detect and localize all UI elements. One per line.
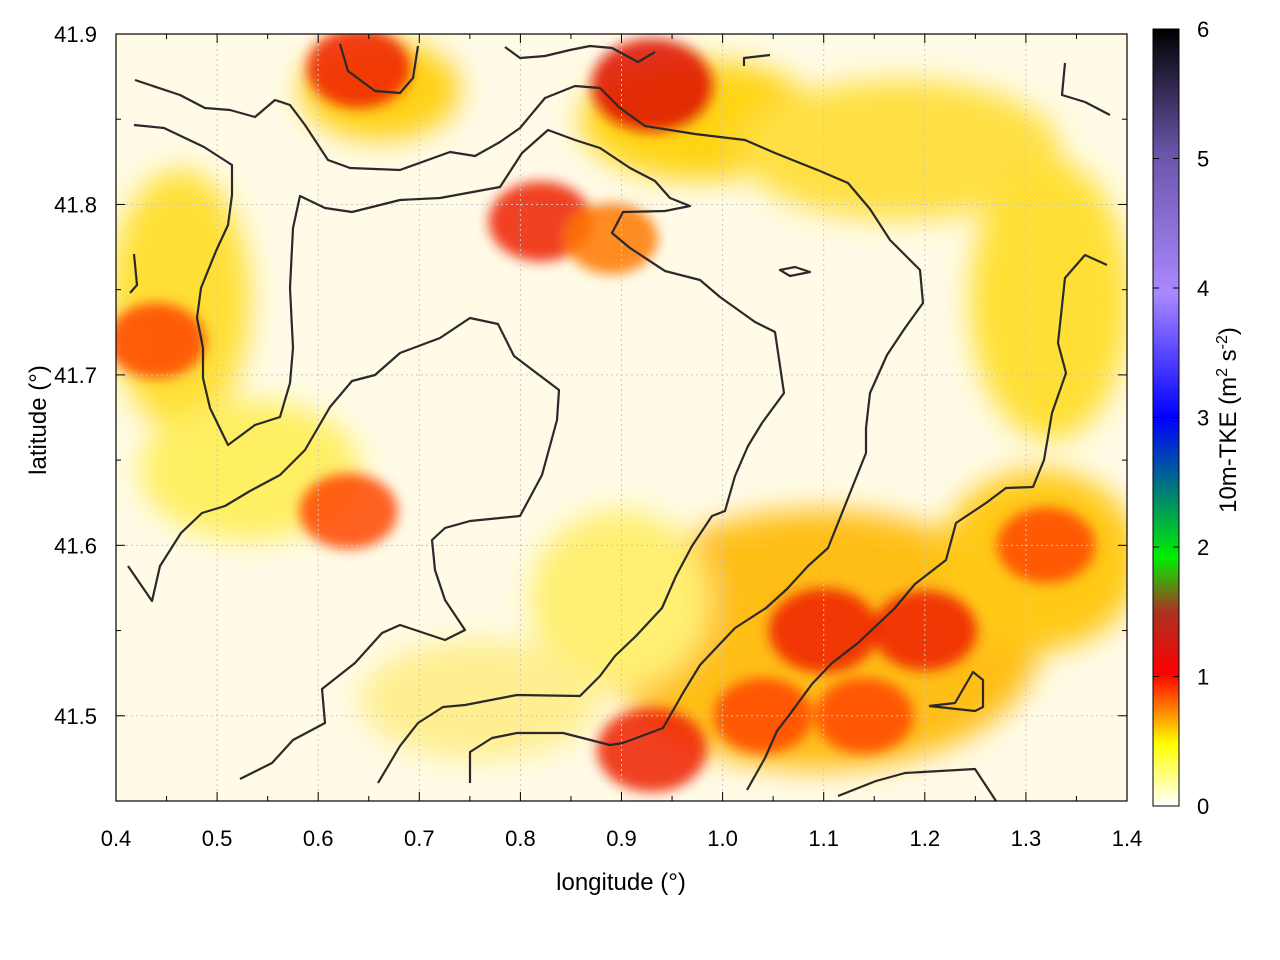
tke-hotspot xyxy=(591,38,713,132)
tke-hotspot xyxy=(713,677,813,754)
x-tick-label: 0.7 xyxy=(404,826,435,851)
colorbar: 0 1 2 3 4 5 6 10m-TKE (m2 s-2) xyxy=(1152,17,1242,819)
x-axis-title: longitude (°) xyxy=(556,869,686,896)
grid xyxy=(116,34,1127,801)
colorbar-tick-label: 5 xyxy=(1197,147,1209,172)
heatmap-hotspot-layer xyxy=(116,34,1096,793)
contour-line xyxy=(504,44,656,64)
y-ticks: 41.5 41.6 41.7 41.8 41.9 xyxy=(54,22,1127,802)
tke-hotspot xyxy=(306,34,411,109)
x-tick-label: 0.9 xyxy=(606,826,637,851)
colorbar-title: 10m-TKE (m2 s-2) xyxy=(1214,327,1242,513)
contour-line xyxy=(338,43,420,95)
colorbar-ticks: 0 1 2 3 4 5 6 xyxy=(1153,17,1209,819)
contour-line xyxy=(746,253,1108,791)
contour-line xyxy=(134,78,925,783)
x-tick-label: 1.4 xyxy=(1112,826,1143,851)
x-tick-label: 1.0 xyxy=(707,826,738,851)
colorbar-title-end: ) xyxy=(1215,327,1242,335)
x-tick-label: 0.8 xyxy=(505,826,536,851)
contour-line xyxy=(129,253,139,294)
tke-hotspot xyxy=(116,303,206,379)
colorbar-tick-label: 4 xyxy=(1197,276,1209,301)
x-tick-label: 0.5 xyxy=(202,826,233,851)
colorbar-tick-label: 3 xyxy=(1197,406,1209,431)
y-tick-label: 41.7 xyxy=(54,363,97,388)
colorbar-tick-label: 2 xyxy=(1197,535,1209,560)
colorbar-tick-label: 0 xyxy=(1197,794,1209,819)
tke-hotspot xyxy=(815,677,914,754)
contour-line xyxy=(127,316,561,780)
contour-line xyxy=(742,53,771,66)
contour-line xyxy=(928,670,985,713)
contour-line xyxy=(1060,62,1111,116)
y-tick-label: 41.5 xyxy=(54,704,97,729)
tke-hotspot xyxy=(596,707,707,793)
colorbar-title-sup2: -2 xyxy=(1214,335,1231,349)
y-tick-label: 41.6 xyxy=(54,533,97,558)
colorbar-title-sup1: 2 xyxy=(1214,368,1231,377)
y-axis-title: latitude (°) xyxy=(25,365,52,475)
x-tick-label: 1.1 xyxy=(808,826,839,851)
y-tick-label: 41.9 xyxy=(54,22,97,47)
y-tick-label: 41.8 xyxy=(54,192,97,217)
colorbar-tick-label: 1 xyxy=(1197,665,1209,690)
contour-line xyxy=(133,123,786,784)
x-ticks: 0.4 0.5 0.6 0.7 0.8 0.9 1.0 1.1 1.2 1.3 1.4 xyxy=(101,34,1143,851)
tke-hotspot xyxy=(565,202,658,275)
tke-hotspot xyxy=(299,473,398,550)
contour-line xyxy=(778,265,812,278)
colorbar-title-main: 10m-TKE (m xyxy=(1215,377,1242,513)
colorbar-title-mid: s xyxy=(1215,349,1242,368)
x-tick-label: 0.6 xyxy=(303,826,334,851)
x-tick-label: 0.4 xyxy=(101,826,132,851)
x-tick-label: 1.3 xyxy=(1011,826,1042,851)
x-tick-label: 1.2 xyxy=(910,826,941,851)
colorbar-tick-label: 6 xyxy=(1197,17,1209,42)
contour-line xyxy=(837,767,997,801)
contour-lines xyxy=(127,43,1111,801)
heatmap-field xyxy=(116,34,1127,801)
